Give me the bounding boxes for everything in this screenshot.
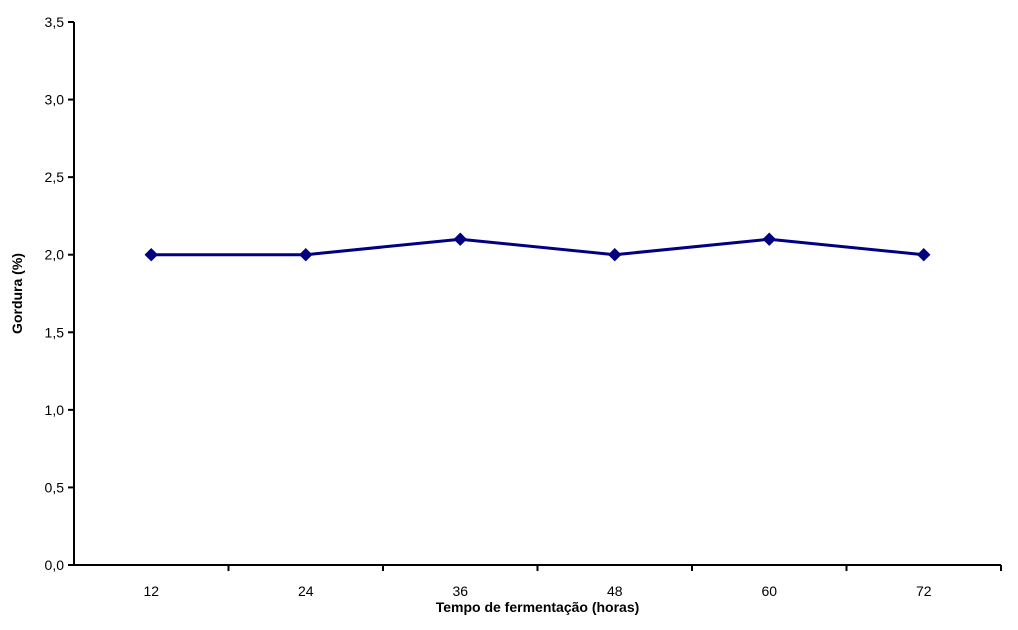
y-tick-label: 2,0 [45,247,65,263]
plot-area: 0,0 0,5 1,0 1,5 2,0 2,5 3,0 3,5 12 24 36 48 60 72 [45,14,1002,599]
data-point-marker [917,248,931,262]
y-tick-label: 0,0 [45,557,65,573]
y-tick-label: 0,5 [45,479,65,495]
x-tick-label: 12 [143,583,159,599]
y-tick-label: 3,0 [45,92,65,108]
data-point-marker [453,232,467,246]
x-tick-label: 72 [916,583,932,599]
x-axis-ticks: 12 24 36 48 60 72 [143,565,1002,599]
x-tick-label: 24 [298,583,314,599]
series-group [144,232,931,262]
x-tick-label: 36 [452,583,468,599]
x-axis-title: Tempo de fermentação (horas) [436,599,640,615]
y-tick-label: 1,5 [45,324,65,340]
y-axis-title: Gordura (%) [9,253,25,334]
y-tick-label: 2,5 [45,169,65,185]
x-tick-label: 60 [761,583,777,599]
x-tick-label: 48 [607,583,623,599]
data-point-marker [608,248,622,262]
data-point-marker [144,248,158,262]
series-line [151,237,924,257]
y-axis-ticks: 0,0 0,5 1,0 1,5 2,0 2,5 3,0 3,5 [45,14,74,573]
y-tick-label: 3,5 [45,14,65,30]
data-point-marker [299,248,313,262]
y-tick-label: 1,0 [45,402,65,418]
data-point-marker [762,232,776,246]
